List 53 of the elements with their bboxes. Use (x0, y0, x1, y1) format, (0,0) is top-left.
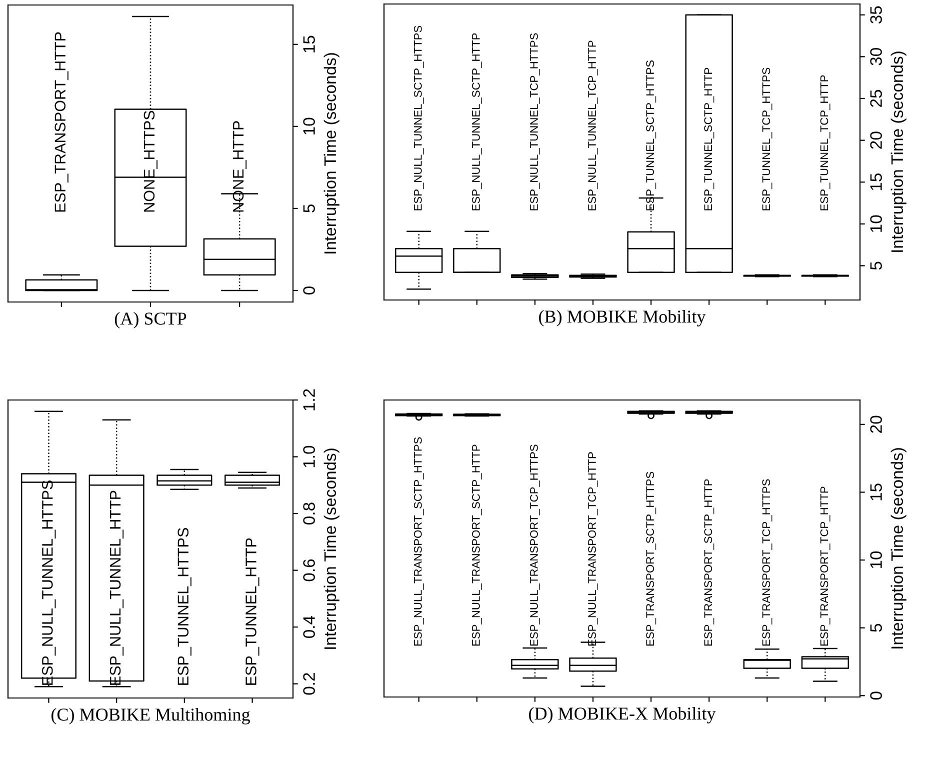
y-tick-label: 1.2 (303, 389, 315, 410)
text: (B) MOBIKE Mobility (539, 310, 706, 326)
y-tick-label: 20 (870, 416, 882, 433)
category-label: ESP_NULL_TUNNEL_TCP_HTTPS (530, 33, 540, 210)
category-label: ESP_TRANSPORT_TCP_HTTP (820, 486, 830, 646)
category-label: ESP_TRANSPORT_HTTP (54, 32, 68, 212)
y-axis-title: Interruption Time (seconds) (890, 448, 906, 648)
category-label: ESP_TUNNEL_TCP_HTTP (820, 75, 830, 210)
text: (A) SCTP (114, 312, 186, 328)
y-tick-label: 15 (303, 36, 315, 52)
category-label: ESP_NULL_TUNNEL_TCP_HTTP (588, 40, 598, 210)
text: (C) MOBIKE Multihoming (51, 708, 250, 724)
y-tick-label: 15 (870, 174, 882, 190)
category-label: ESP_TRANSPORT_SCTP_HTTP (704, 479, 714, 646)
category-label: ESP_TRANSPORT_SCTP_HTTPS (646, 472, 656, 646)
y-tick-label: 0.4 (303, 616, 315, 638)
y-tick-label: 1.0 (303, 446, 315, 468)
category-label: ESP_TUNNEL_HTTP (246, 538, 260, 685)
y-tick-label: 0 (303, 286, 315, 294)
y-tick-label: 5 (870, 262, 882, 270)
y-tick-label: 35 (870, 6, 882, 24)
category-label: ESP_NULL_TUNNEL_HTTP (110, 490, 124, 685)
y-tick-label: 0.6 (303, 559, 315, 582)
y-tick-label: 15 (870, 484, 882, 500)
y-tick-label: 0.2 (303, 673, 315, 695)
category-label: ESP_NULL_TRANSPORT_TCP_HTTP (588, 452, 598, 646)
y-tick-label: 10 (303, 118, 315, 134)
y-tick-label: 5 (870, 624, 882, 632)
category-label: ESP_NULL_TUNNEL_SCTP_HTTPS (414, 26, 424, 210)
category-label: ESP_NULL_TUNNEL_HTTPS (42, 480, 56, 685)
category-label: ESP_NULL_TUNNEL_SCTP_HTTP (472, 33, 482, 210)
category-label: ESP_NULL_TRANSPORT_TCP_HTTPS (530, 444, 540, 646)
category-label: ESP_NULL_TRANSPORT_SCTP_HTTPS (414, 437, 424, 646)
y-tick-label: 5 (303, 204, 315, 212)
category-label: ESP_TUNNEL_HTTPS (178, 528, 192, 685)
category-label: ESP_TUNNEL_TCP_HTTPS (762, 68, 772, 210)
category-label: ESP_NULL_TRANSPORT_SCTP_HTTP (472, 444, 482, 646)
y-axis-title: Interruption Time (seconds) (324, 53, 340, 254)
y-tick-label: 25 (870, 90, 882, 107)
y-tick-label: 0 (870, 692, 882, 700)
y-tick-label: 30 (870, 48, 882, 66)
y-tick-label: 10 (870, 215, 882, 232)
category-label: ESP_TUNNEL_SCTP_HTTP (704, 68, 714, 210)
y-tick-label: 0.8 (303, 502, 315, 524)
category-label: NONE_HTTP (232, 121, 247, 212)
text: (D) MOBIKE-X Mobility (529, 707, 716, 724)
category-label: ESP_TUNNEL_SCTP_HTTPS (646, 60, 656, 210)
y-axis-title: Interruption Time (seconds) (324, 448, 340, 649)
category-label: NONE_HTTPS (144, 110, 158, 212)
y-tick-label: 10 (870, 551, 882, 568)
y-axis-title: Interruption Time (seconds) (890, 52, 906, 252)
y-tick-label: 20 (870, 132, 882, 149)
category-label: ESP_TRANSPORT_TCP_HTTPS (762, 479, 772, 646)
